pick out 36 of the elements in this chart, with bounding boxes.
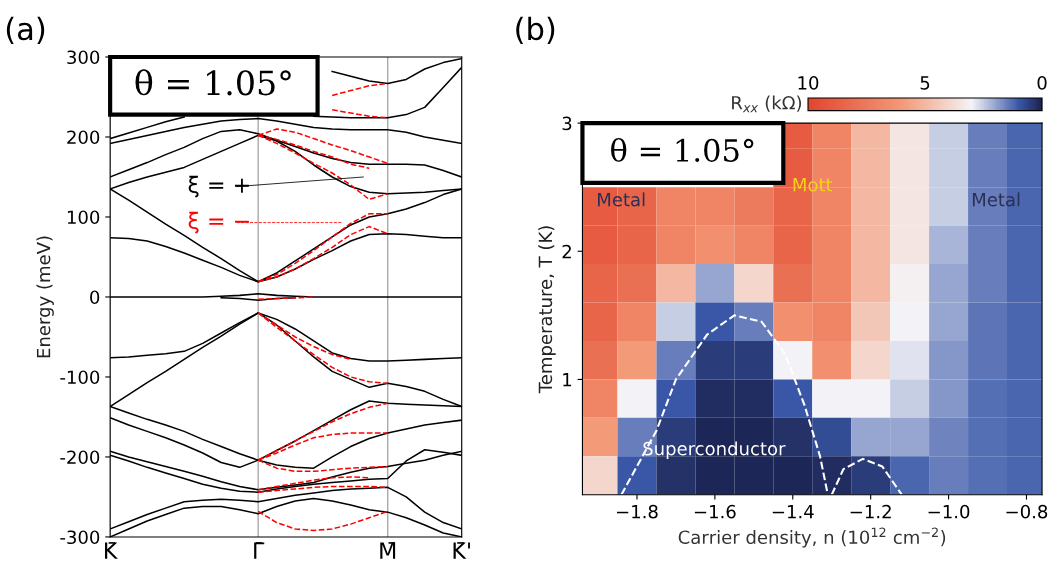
- y-tick-label: -100: [60, 370, 100, 385]
- x-tick-label: −1.0: [928, 504, 970, 519]
- y-tick-label: -200: [60, 450, 100, 465]
- y-tick-label: 100: [67, 210, 100, 225]
- annotation: ξ = −: [188, 211, 249, 234]
- x-tick-label: −0.8: [1006, 504, 1048, 519]
- x-tick-label: Γ̄: [254, 542, 265, 559]
- y-tick-label: 300: [67, 50, 100, 65]
- color-bar-title: R$_{xx}$ (kΩ): [732, 95, 802, 113]
- y-tick-label: 2: [562, 244, 571, 259]
- x-tick-label: −1.2: [850, 504, 891, 519]
- y-tick-label: 3: [562, 116, 572, 131]
- y-axis-title: Temperature, T (K): [538, 226, 556, 394]
- chart-title: (a): [6, 16, 45, 44]
- annotation: Metal: [598, 192, 645, 207]
- x-tick-label: −1.8: [616, 504, 658, 519]
- annotation: Mott: [793, 178, 833, 192]
- y-axis-title: Energy (meV): [36, 236, 54, 358]
- annotation: Superconductor: [643, 441, 786, 459]
- x-tick-label: K̄': [453, 542, 470, 559]
- chart-subtitle: θ = 1.05°: [611, 137, 754, 162]
- x-axis-title: Carrier density, n (10$^{12}$ cm$^{−2}$): [678, 527, 946, 548]
- x-tick-label: M̄: [380, 542, 396, 559]
- chart-title: (b): [516, 16, 555, 44]
- color-bar-label: 0: [1037, 76, 1047, 90]
- x-tick-label: −1.4: [772, 505, 814, 519]
- color-bar-label: 5: [920, 76, 930, 90]
- chart-subtitle: θ = 1.05°: [135, 69, 291, 96]
- x-tick-label: K̄: [105, 542, 118, 559]
- x-tick-label: −1.6: [694, 504, 736, 519]
- y-tick-label: -300: [60, 530, 100, 545]
- color-bar-label: 10: [798, 76, 819, 90]
- y-tick-label: 1: [563, 373, 572, 387]
- annotation: Metal: [972, 192, 1020, 207]
- y-tick-label: 200: [67, 130, 100, 145]
- y-tick-label: 0: [90, 290, 100, 305]
